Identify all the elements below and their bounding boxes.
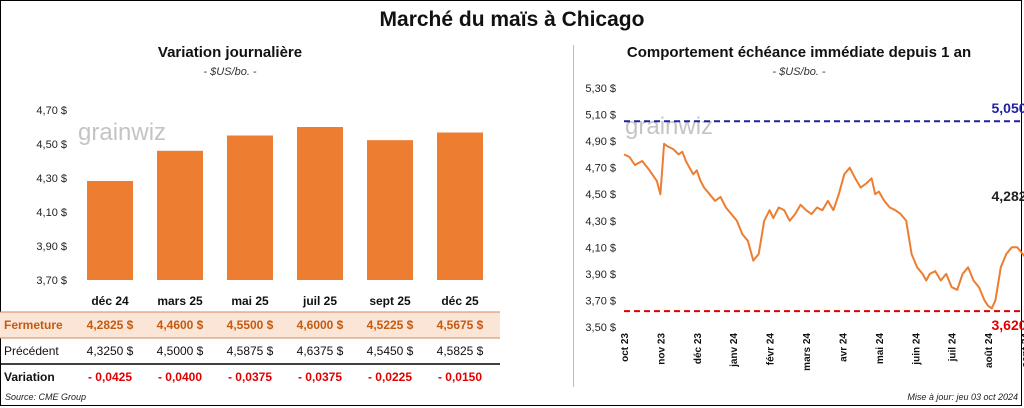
y-tick-label: 3,70 $ (585, 295, 616, 307)
source-note: Source: CME Group (5, 392, 87, 402)
x-tick-label: juin 24 (911, 333, 922, 366)
table-cell: - 0,0375 (228, 370, 272, 384)
y-tick-label: 4,70 $ (36, 105, 67, 117)
table-cell: 4,5225 $ (367, 318, 414, 332)
table-cell: 4,6000 $ (297, 318, 344, 332)
left-bar-chart: grainwiz 3,70 $ 3,90 $ 4,10 $ 4,30 $ 4,50 $ 4… (0, 105, 500, 384)
x-tick-label: mai 24 (875, 333, 886, 365)
table-cell: - 0,0225 (368, 370, 412, 384)
table-cell: - 0,0400 (158, 370, 202, 384)
price-series-line (623, 142, 1024, 310)
main-title: Marché du maïs à Chicago (379, 8, 645, 31)
table-cell: - 0,0425 (88, 370, 132, 384)
y-tick-label: 3,70 $ (36, 275, 67, 287)
fermeture-row-bg (0, 312, 500, 338)
x-tick-label: avr 24 (838, 333, 849, 362)
left-chart-title: Variation journalière (157, 44, 303, 61)
right-watermark: grainwiz (625, 113, 713, 140)
x-category-label: juil 25 (302, 294, 337, 308)
x-category-label: sept 25 (369, 294, 411, 308)
table-cell: - 0,0150 (438, 370, 482, 384)
table-row-label: Fermeture (4, 318, 63, 332)
y-tick-label: 3,90 $ (585, 269, 616, 281)
bar (157, 150, 203, 280)
y-tick-label: 3,90 $ (36, 241, 67, 253)
table-cell: 4,3250 $ (87, 344, 134, 358)
bar (297, 127, 343, 280)
x-tick-label: août 24 (984, 333, 995, 368)
y-tick-label: 4,10 $ (585, 242, 616, 254)
x-category-label: mars 25 (157, 294, 203, 308)
x-tick-label: nov 23 (656, 333, 667, 365)
x-tick-label: oct 23 (620, 333, 631, 362)
table-cell: - 0,0375 (298, 370, 342, 384)
bar (437, 132, 483, 280)
right-chart-unit: - $US/bo. - (772, 66, 826, 78)
left-watermark: grainwiz (78, 119, 166, 146)
x-tick-label: déc 23 (693, 333, 704, 365)
table-cell: 4,6375 $ (297, 344, 344, 358)
panel-divider (573, 45, 574, 387)
y-tick-label: 4,30 $ (36, 173, 67, 185)
update-note: Mise à jour: jeu 03 oct 2024 (907, 392, 1018, 402)
last-value-label: 4,2825 $ (992, 188, 1024, 204)
table-cell: 4,5450 $ (367, 344, 414, 358)
x-tick-label: mars 24 (802, 333, 813, 371)
high-reference-label: 5,0500 $ (992, 100, 1024, 116)
right-chart-title: Comportement échéance immédiate depuis 1… (626, 44, 972, 61)
x-tick-label: févr 24 (766, 333, 777, 366)
left-chart-unit: - $US/bo. - (203, 66, 257, 78)
bar (87, 180, 133, 280)
table-cell: 4,5675 $ (437, 318, 484, 332)
table-row-label: Précédent (4, 344, 59, 358)
table-cell: 4,5000 $ (157, 344, 204, 358)
y-tick-label: 4,10 $ (36, 207, 67, 219)
x-tick-label: juil 24 (948, 333, 959, 363)
table-cell: 4,5500 $ (227, 318, 274, 332)
y-tick-label: 4,90 $ (585, 136, 616, 148)
y-tick-label: 5,10 $ (585, 110, 616, 122)
y-tick-label: 4,70 $ (585, 163, 616, 175)
table-cell: 4,5825 $ (437, 344, 484, 358)
x-category-label: déc 24 (91, 294, 129, 308)
bar (367, 140, 413, 280)
y-tick-label: 4,30 $ (585, 216, 616, 228)
x-category-label: mai 25 (231, 294, 269, 308)
table-row-label: Variation (4, 370, 55, 384)
y-tick-label: 3,50 $ (585, 322, 616, 334)
x-category-label: déc 25 (441, 294, 479, 308)
x-tick-label: janv 24 (729, 333, 740, 368)
table-cell: 4,4600 $ (157, 318, 204, 332)
x-tick-label: sept 24 (1021, 333, 1024, 368)
table-cell: 4,5875 $ (227, 344, 274, 358)
right-line-chart: grainwiz 3,50 $ 3,70 $ 3,90 $ 4,10 $ 4,30 $ 4… (585, 83, 1024, 371)
table-cell: 4,2825 $ (87, 318, 134, 332)
y-tick-label: 4,50 $ (36, 139, 67, 151)
y-tick-label: 4,50 $ (585, 189, 616, 201)
low-reference-label: 3,6200 $ (992, 317, 1024, 333)
y-tick-label: 5,30 $ (585, 83, 616, 95)
bar (227, 135, 273, 280)
